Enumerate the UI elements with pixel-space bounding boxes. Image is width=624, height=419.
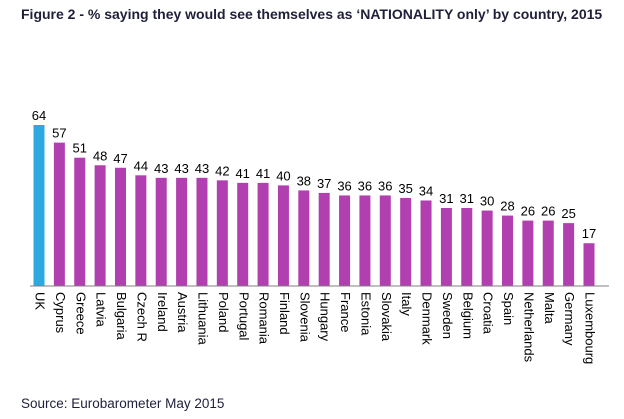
- bar-estonia: [359, 195, 371, 286]
- value-label: 31: [460, 191, 474, 206]
- category-label: Bulgaria: [114, 292, 129, 340]
- value-label: 38: [297, 173, 311, 188]
- bar-hungary: [318, 192, 330, 286]
- category-label: Austria: [175, 292, 190, 333]
- value-label: 34: [419, 183, 433, 198]
- bar-netherlands: [522, 220, 534, 286]
- value-label: 51: [73, 141, 87, 156]
- bar-luxembourg: [583, 243, 595, 286]
- category-label: Slovakia: [379, 292, 394, 342]
- bar-finland: [277, 185, 289, 287]
- bar-denmark: [420, 200, 432, 286]
- category-label: Netherlands: [521, 292, 536, 363]
- category-label: Hungary: [318, 292, 333, 342]
- value-label: 57: [52, 126, 66, 141]
- bar-latvia: [94, 165, 106, 286]
- category-label: Estonia: [358, 292, 373, 336]
- value-label: 36: [378, 178, 392, 193]
- category-label: Belgium: [460, 292, 475, 339]
- bar-belgium: [461, 208, 473, 286]
- category-label: Luxembourg: [583, 292, 598, 364]
- category-label: Malta: [542, 292, 557, 325]
- value-label: 43: [195, 161, 209, 176]
- value-label: 37: [317, 176, 331, 191]
- value-label: 48: [93, 148, 107, 163]
- value-label: 36: [337, 178, 351, 193]
- bar-sweden: [440, 208, 452, 286]
- value-label: 40: [276, 168, 290, 183]
- source-note: Source: Eurobarometer May 2015: [21, 396, 225, 411]
- bar-france: [339, 195, 351, 286]
- bar-poland: [216, 180, 228, 286]
- category-label: France: [338, 292, 353, 332]
- bar-slovenia: [298, 190, 310, 286]
- bar-portugal: [237, 182, 249, 286]
- bar-bulgaria: [114, 167, 126, 286]
- value-label: 31: [439, 191, 453, 206]
- value-label: 17: [582, 226, 596, 241]
- category-label: Poland: [216, 292, 231, 332]
- bar-spain: [502, 215, 514, 286]
- bar-cyprus: [53, 142, 65, 286]
- value-label: 47: [113, 151, 127, 166]
- bar-lithuania: [196, 177, 208, 286]
- bar-uk: [33, 125, 45, 286]
- category-label: UK: [33, 292, 48, 310]
- value-label: 64: [32, 108, 46, 123]
- value-label: 35: [398, 181, 412, 196]
- bar-greece: [74, 157, 86, 286]
- bar-germany: [563, 223, 575, 286]
- value-label: 43: [174, 161, 188, 176]
- bar-malta: [542, 220, 554, 286]
- category-label: Finland: [277, 292, 292, 335]
- category-label: Slovenia: [297, 292, 312, 343]
- value-label: 36: [358, 178, 372, 193]
- bar-slovakia: [379, 195, 391, 286]
- value-label: 26: [521, 204, 535, 219]
- category-label: Romania: [257, 292, 272, 345]
- value-label: 44: [134, 158, 148, 173]
- category-label: Sweden: [440, 292, 455, 339]
- category-label: Italy: [399, 292, 414, 316]
- value-label: 43: [154, 161, 168, 176]
- bar-ireland: [155, 177, 167, 286]
- bar-croatia: [481, 210, 493, 286]
- category-label: Ireland: [155, 292, 170, 332]
- value-label: 28: [500, 199, 514, 214]
- category-label: Czech R: [134, 292, 149, 342]
- category-label: Greece: [73, 292, 88, 335]
- chart-title: Figure 2 - % saying they would see thems…: [21, 6, 603, 22]
- category-label: Germany: [562, 292, 577, 346]
- value-label: 26: [541, 204, 555, 219]
- bar-romania: [257, 182, 269, 286]
- category-label: Lithuania: [196, 292, 211, 346]
- value-label: 30: [480, 194, 494, 209]
- bar-austria: [176, 177, 188, 286]
- bar-italy: [400, 197, 412, 286]
- value-label: 25: [561, 206, 575, 221]
- category-label: Spain: [501, 292, 516, 325]
- category-label: Cyprus: [53, 292, 68, 334]
- value-label: 41: [256, 166, 270, 181]
- value-label: 42: [215, 163, 229, 178]
- value-label: 41: [235, 166, 249, 181]
- category-label: Latvia: [94, 292, 109, 327]
- category-label: Portugal: [236, 292, 251, 341]
- category-label: Denmark: [420, 292, 435, 345]
- category-label: Croatia: [481, 292, 496, 335]
- bar-czech-r: [135, 175, 147, 286]
